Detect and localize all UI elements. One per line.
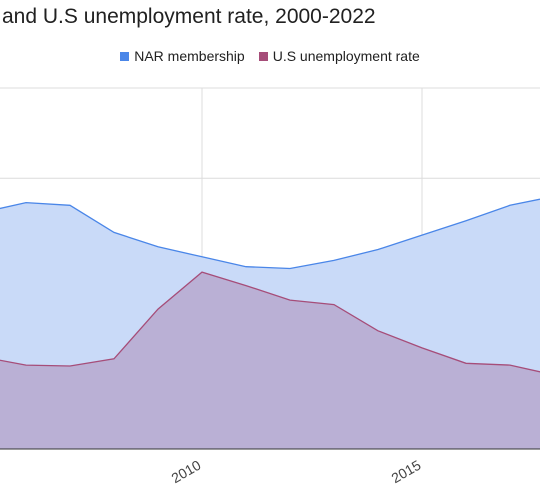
legend-label-nar-membership: NAR membership xyxy=(134,48,245,64)
x-tick-label: 2010 xyxy=(169,457,204,487)
legend-item-unemployment-rate[interactable]: U.S unemployment rate xyxy=(258,48,420,64)
legend-item-nar-membership[interactable]: NAR membership xyxy=(120,48,245,64)
legend: NAR membership U.S unemployment rate xyxy=(0,48,540,64)
area-u-s-unemployment-rate xyxy=(0,272,540,449)
x-tick-label: 2015 xyxy=(389,457,424,487)
line-u-s-unemployment-rate xyxy=(0,271,540,373)
legend-label-unemployment-rate: U.S unemployment rate xyxy=(272,48,420,64)
line-nar-membership xyxy=(0,198,540,270)
legend-swatch-unemployment-rate xyxy=(258,51,268,61)
chart-title: and U.S unemployment rate, 2000-2022 xyxy=(2,5,376,28)
legend-swatch-nar-membership xyxy=(120,51,130,61)
